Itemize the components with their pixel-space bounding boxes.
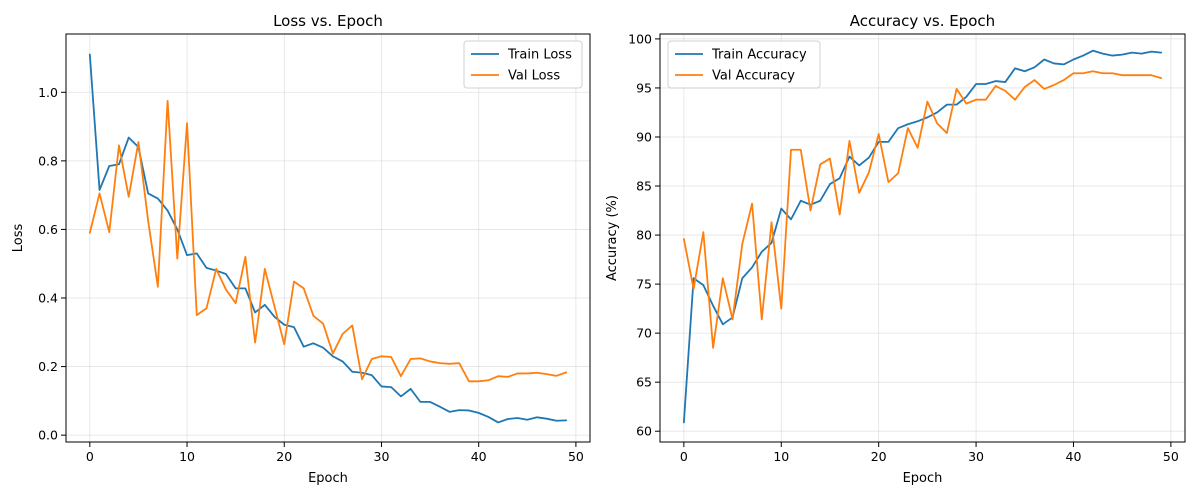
chart-title: Accuracy vs. Epoch (850, 12, 995, 30)
series-line-train-loss (88, 53, 568, 424)
y-tick-label: 0.8 (38, 153, 58, 168)
x-axis-label: Epoch (903, 471, 943, 486)
x-tick-label: 30 (374, 449, 390, 464)
series-line-train-accuracy (682, 49, 1163, 424)
plot-frame (65, 33, 591, 443)
legend-label: Train Accuracy (711, 48, 807, 63)
x-tick-label: 10 (179, 449, 195, 464)
x-tick-label: 40 (471, 449, 487, 464)
x-tick-label: 0 (86, 449, 94, 464)
y-tick-label: 70 (636, 326, 652, 341)
loss-chart: 0 10 20 30 40 50 0.0 0.2 0.4 0.6 0.8 1.0 Loss vs. Ep… (11, 12, 591, 486)
y-tick-label: 90 (636, 129, 652, 144)
series-line-val-accuracy (682, 70, 1163, 349)
legend-label: Val Loss (508, 69, 560, 84)
accuracy-chart: 0 10 20 30 40 50 60 65 70 75 80 85 90 95 100 Accuracy v… (605, 12, 1186, 486)
legend-box (667, 40, 821, 89)
legend-label: Train Loss (507, 48, 572, 63)
series-line-val-loss (88, 99, 568, 383)
legend-label: Val Accuracy (712, 69, 795, 84)
y-axis-label: Loss (11, 224, 26, 253)
x-tick-label: 0 (680, 449, 688, 464)
x-tick-label: 50 (1163, 449, 1179, 464)
y-tick-label: 85 (636, 179, 652, 194)
x-axis-label: Epoch (308, 471, 348, 486)
x-tick-label: 50 (568, 449, 584, 464)
x-tick-label: 20 (871, 449, 887, 464)
y-tick-label: 80 (636, 228, 652, 243)
y-tick-label: 100 (628, 31, 652, 46)
y-tick-label: 95 (636, 80, 652, 95)
legend: Train Loss Val Loss (463, 40, 583, 89)
legend: Train Accuracy Val Accuracy (667, 40, 821, 89)
plot-frame (659, 33, 1186, 443)
x-tick-label: 20 (276, 449, 292, 464)
y-tick-label: 0.4 (38, 291, 58, 306)
y-axis-label: Accuracy (%) (605, 195, 620, 281)
x-tick-label: 40 (1066, 449, 1082, 464)
y-tick-label: 65 (636, 375, 652, 390)
y-tick-label: 0.0 (38, 428, 58, 443)
x-tick-label: 10 (773, 449, 789, 464)
legend-box (463, 40, 583, 89)
x-tick-label: 30 (968, 449, 984, 464)
chart-title: Loss vs. Epoch (273, 12, 383, 30)
y-tick-label: 60 (636, 424, 652, 439)
y-tick-label: 0.6 (38, 222, 58, 237)
y-tick-label: 75 (636, 277, 652, 292)
y-tick-label: 0.2 (38, 359, 58, 374)
y-tick-label: 1.0 (38, 85, 58, 100)
